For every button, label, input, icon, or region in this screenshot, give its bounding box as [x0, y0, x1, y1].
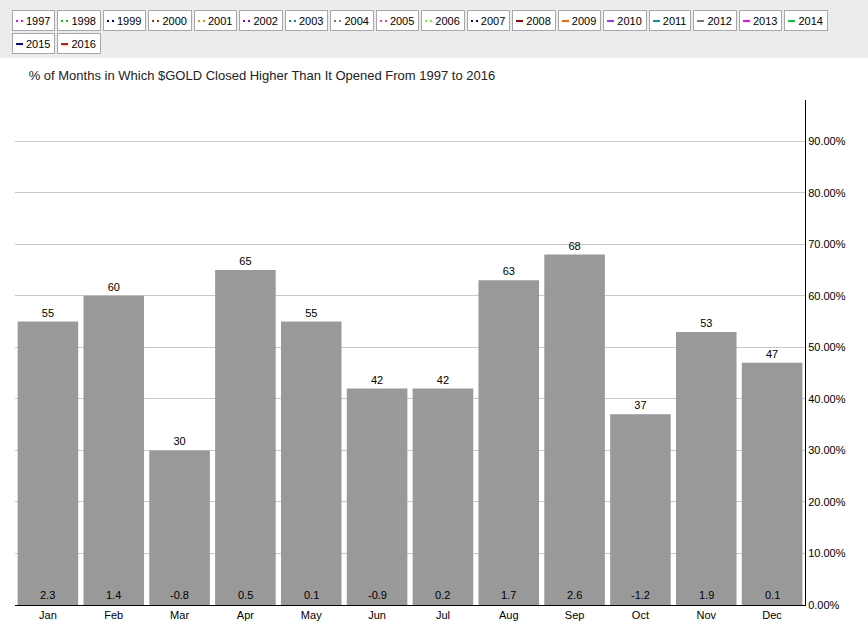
svg-text:1.7: 1.7 [501, 589, 516, 601]
html-text:1997: 1997 [26, 14, 51, 27]
svg-text:Aug: Aug [499, 609, 519, 621]
svg-text:2.6: 2.6 [567, 589, 582, 601]
svg-text:47: 47 [766, 348, 778, 360]
svg-text:53: 53 [700, 317, 712, 329]
svg-text:Feb: Feb [104, 609, 123, 621]
svg-text:2.3: 2.3 [40, 589, 55, 601]
svg-text:Dec: Dec [762, 609, 782, 621]
svg-text:-0.8: -0.8 [170, 589, 189, 601]
svg-text:50.00%: 50.00% [808, 341, 846, 353]
svg-text:42: 42 [437, 374, 449, 386]
svg-text:40.00%: 40.00% [808, 393, 846, 405]
svg-text:0.00%: 0.00% [808, 599, 839, 611]
svg-text:10.00%: 10.00% [808, 547, 846, 559]
svg-text:80.00%: 80.00% [808, 187, 846, 199]
html-text:2002: 2002 [253, 14, 278, 27]
svg-text:60.00%: 60.00% [808, 290, 846, 302]
svg-text:0.1: 0.1 [304, 589, 319, 601]
html-text:1998: 1998 [71, 14, 96, 27]
svg-text:30: 30 [173, 435, 185, 447]
svg-text:1.4: 1.4 [106, 589, 121, 601]
svg-text:Jan: Jan [39, 609, 57, 621]
svg-text:% of Months in Which $GOLD Clo: % of Months in Which $GOLD Closed Higher… [29, 68, 496, 83]
html-text:2016: 2016 [71, 37, 96, 50]
svg-text:65: 65 [239, 255, 251, 267]
svg-text:37: 37 [634, 399, 646, 411]
svg-text:-1.2: -1.2 [631, 589, 650, 601]
svg-text:90.00%: 90.00% [808, 135, 846, 147]
svg-text:Nov: Nov [696, 609, 716, 621]
html-text:2009: 2009 [571, 14, 597, 27]
svg-text:0.5: 0.5 [238, 589, 253, 601]
html-text:2012: 2012 [707, 14, 732, 27]
svg-text:Mar: Mar [170, 609, 189, 621]
svg-text:20.00%: 20.00% [808, 496, 846, 508]
svg-text:Sep: Sep [565, 609, 585, 621]
html-text:2005: 2005 [389, 14, 415, 27]
html-text:2015: 2015 [26, 37, 51, 50]
svg-text:0.2: 0.2 [435, 589, 450, 601]
svg-text:30.00%: 30.00% [808, 444, 846, 456]
svg-text:70.00%: 70.00% [808, 238, 846, 250]
html-text:2001: 2001 [207, 14, 233, 27]
svg-text:55: 55 [305, 307, 317, 319]
html-text:1999: 1999 [117, 14, 142, 27]
html-text:2010: 2010 [617, 14, 642, 27]
html-text:2014: 2014 [798, 14, 823, 27]
svg-text:42: 42 [371, 374, 383, 386]
svg-text:68: 68 [568, 240, 580, 252]
html-text:2000: 2000 [162, 14, 187, 27]
svg-text:63: 63 [503, 265, 515, 277]
html-text:2008: 2008 [526, 14, 551, 27]
html-text:2013: 2013 [752, 14, 778, 27]
svg-text:Jun: Jun [368, 609, 386, 621]
svg-text:60: 60 [108, 281, 120, 293]
html-text:2004: 2004 [344, 14, 369, 27]
svg-text:Apr: Apr [237, 609, 254, 621]
html-text:2011: 2011 [662, 14, 687, 27]
html-text:2007: 2007 [480, 14, 506, 27]
html-text:2003: 2003 [298, 14, 324, 27]
svg-text:-0.9: -0.9 [368, 589, 387, 601]
svg-text:May: May [301, 609, 322, 621]
svg-text:Oct: Oct [632, 609, 649, 621]
svg-text:0.1: 0.1 [765, 589, 780, 601]
svg-text:Jul: Jul [436, 609, 450, 621]
svg-text:55: 55 [42, 307, 54, 319]
svg-text:1.9: 1.9 [699, 589, 714, 601]
html-text:2006: 2006 [435, 14, 460, 27]
